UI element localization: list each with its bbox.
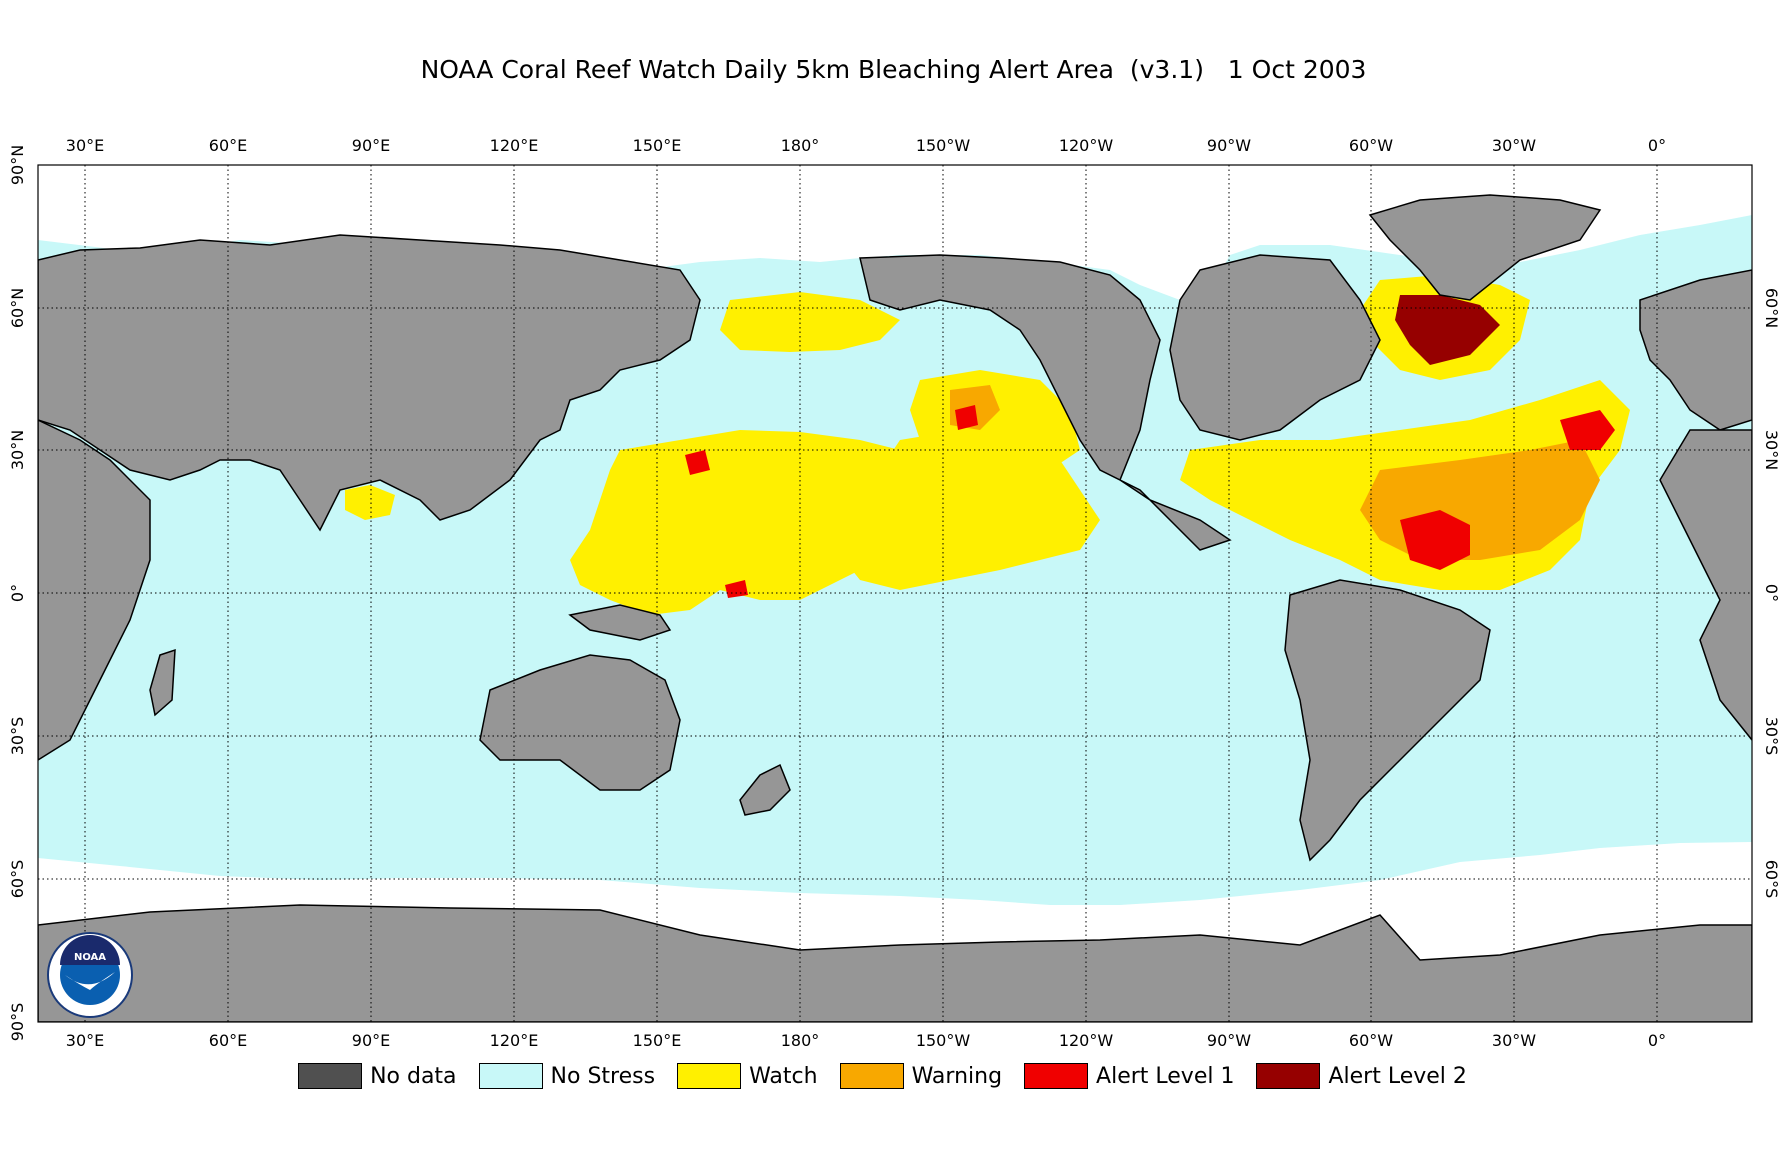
lon-tick-bottom: 30°E <box>66 1031 104 1050</box>
lon-tick-top: 30°E <box>66 136 104 155</box>
lat-tick-left: 90°S <box>8 1003 27 1042</box>
lon-tick-bottom: 180° <box>781 1031 820 1050</box>
land-eurasia <box>38 234 701 532</box>
lon-tick-top: 180° <box>781 136 820 155</box>
lat-tick-right: 30°S <box>1762 717 1781 756</box>
land-antarctica <box>38 904 1752 1022</box>
alert1-equatorial-pacific <box>725 580 748 598</box>
legend-label: No Stress <box>550 1063 656 1089</box>
lon-tick-top: 30°W <box>1492 136 1536 155</box>
legend: No data No Stress Watch Warning Alert Le… <box>0 1063 1787 1089</box>
lon-tick-bottom: 90°E <box>352 1031 390 1050</box>
legend-swatch <box>1256 1063 1321 1089</box>
lat-tick-left: 60°S <box>8 860 27 899</box>
legend-item-alert-level-2: Alert Level 2 <box>1256 1063 1467 1089</box>
noaa-logo-text: NOAA <box>74 952 106 963</box>
alert1-canary <box>1560 410 1615 450</box>
lat-tick-left: 30°S <box>8 717 27 756</box>
lon-tick-top: 60°E <box>209 136 247 155</box>
lat-tick-left: 60°N <box>8 288 27 328</box>
legend-label: Warning <box>911 1063 1003 1089</box>
legend-swatch <box>298 1063 363 1089</box>
lat-tick-left: 0° <box>8 584 27 602</box>
lat-tick-left: 90°N <box>8 145 27 185</box>
lon-tick-bottom: 60°E <box>209 1031 247 1050</box>
lon-tick-bottom: 60°W <box>1349 1031 1393 1050</box>
lon-tick-bottom: 120°E <box>490 1031 539 1050</box>
legend-label: No data <box>370 1063 457 1089</box>
latitude-ticks-left: 90°N 60°N 30°N 0° 30°S 60°S 90°S <box>8 145 27 1041</box>
legend-item-no-data: No data <box>298 1063 457 1089</box>
land-madagascar <box>149 648 176 717</box>
lon-tick-top: 150°E <box>633 136 682 155</box>
lon-tick-top: 0° <box>1648 136 1666 155</box>
lon-tick-top: 120°E <box>490 136 539 155</box>
legend-swatch <box>478 1063 543 1089</box>
legend-item-warning: Warning <box>839 1063 1003 1089</box>
lat-tick-right: 30°N <box>1762 430 1781 470</box>
lon-tick-top: 90°W <box>1207 136 1251 155</box>
lon-tick-top: 120°W <box>1059 136 1114 155</box>
legend-label: Alert Level 2 <box>1328 1063 1467 1089</box>
lon-tick-top: 60°W <box>1349 136 1393 155</box>
arctic-ice <box>38 165 1752 300</box>
land-europe-west <box>1639 269 1752 431</box>
lat-tick-right: 0° <box>1762 584 1781 602</box>
lon-tick-top: 90°E <box>352 136 390 155</box>
longitude-ticks-bottom: 30°E 60°E 90°E 120°E 150°E 180° 150°W 12… <box>66 1031 1666 1050</box>
alert1-west-pacific <box>685 450 710 475</box>
legend-item-watch: Watch <box>677 1063 818 1089</box>
lon-tick-bottom: 0° <box>1648 1031 1666 1050</box>
watch-north-pacific <box>720 292 900 352</box>
legend-swatch <box>1024 1063 1089 1089</box>
land-africa <box>38 419 151 761</box>
land-new-guinea <box>568 604 672 641</box>
lon-tick-bottom: 150°E <box>633 1031 682 1050</box>
noaa-logo: NOAA <box>47 932 133 1018</box>
longitude-ticks-top: 30°E 60°E 90°E 120°E 150°E 180° 150°W 12… <box>66 136 1666 155</box>
lon-tick-bottom: 150°W <box>916 1031 971 1050</box>
lon-tick-top: 150°W <box>916 136 971 155</box>
legend-item-no-stress: No Stress <box>478 1063 656 1089</box>
legend-label: Watch <box>749 1063 818 1089</box>
watch-bay-of-bengal <box>345 485 395 520</box>
alert1-caribbean <box>1400 510 1470 570</box>
lat-tick-right: 60°S <box>1762 860 1781 899</box>
land-africa-west <box>1659 429 1752 742</box>
graticule <box>38 165 1752 1022</box>
land-north-america-east <box>1169 254 1381 441</box>
legend-label: Alert Level 1 <box>1096 1063 1235 1089</box>
land-north-america <box>859 254 1232 551</box>
lat-tick-left: 30°N <box>8 430 27 470</box>
latitude-ticks-right: 60°N 30°N 0° 30°S 60°S <box>1762 288 1781 898</box>
legend-swatch <box>839 1063 904 1089</box>
map-frame <box>37 164 1753 1023</box>
legend-swatch <box>677 1063 742 1089</box>
lon-tick-bottom: 30°W <box>1492 1031 1536 1050</box>
alert1-central-pacific <box>955 405 978 430</box>
land-south-america <box>1284 579 1491 862</box>
lon-tick-bottom: 90°W <box>1207 1031 1251 1050</box>
alert2-north-atlantic <box>1395 295 1500 365</box>
lon-tick-bottom: 120°W <box>1059 1031 1114 1050</box>
land-new-zealand <box>739 763 791 816</box>
lat-tick-right: 60°N <box>1762 288 1781 328</box>
land-greenland <box>1368 194 1602 301</box>
legend-item-alert-level-1: Alert Level 1 <box>1024 1063 1234 1089</box>
map-title: NOAA Coral Reef Watch Daily 5km Bleachin… <box>420 55 1367 84</box>
land-australia <box>479 654 681 791</box>
